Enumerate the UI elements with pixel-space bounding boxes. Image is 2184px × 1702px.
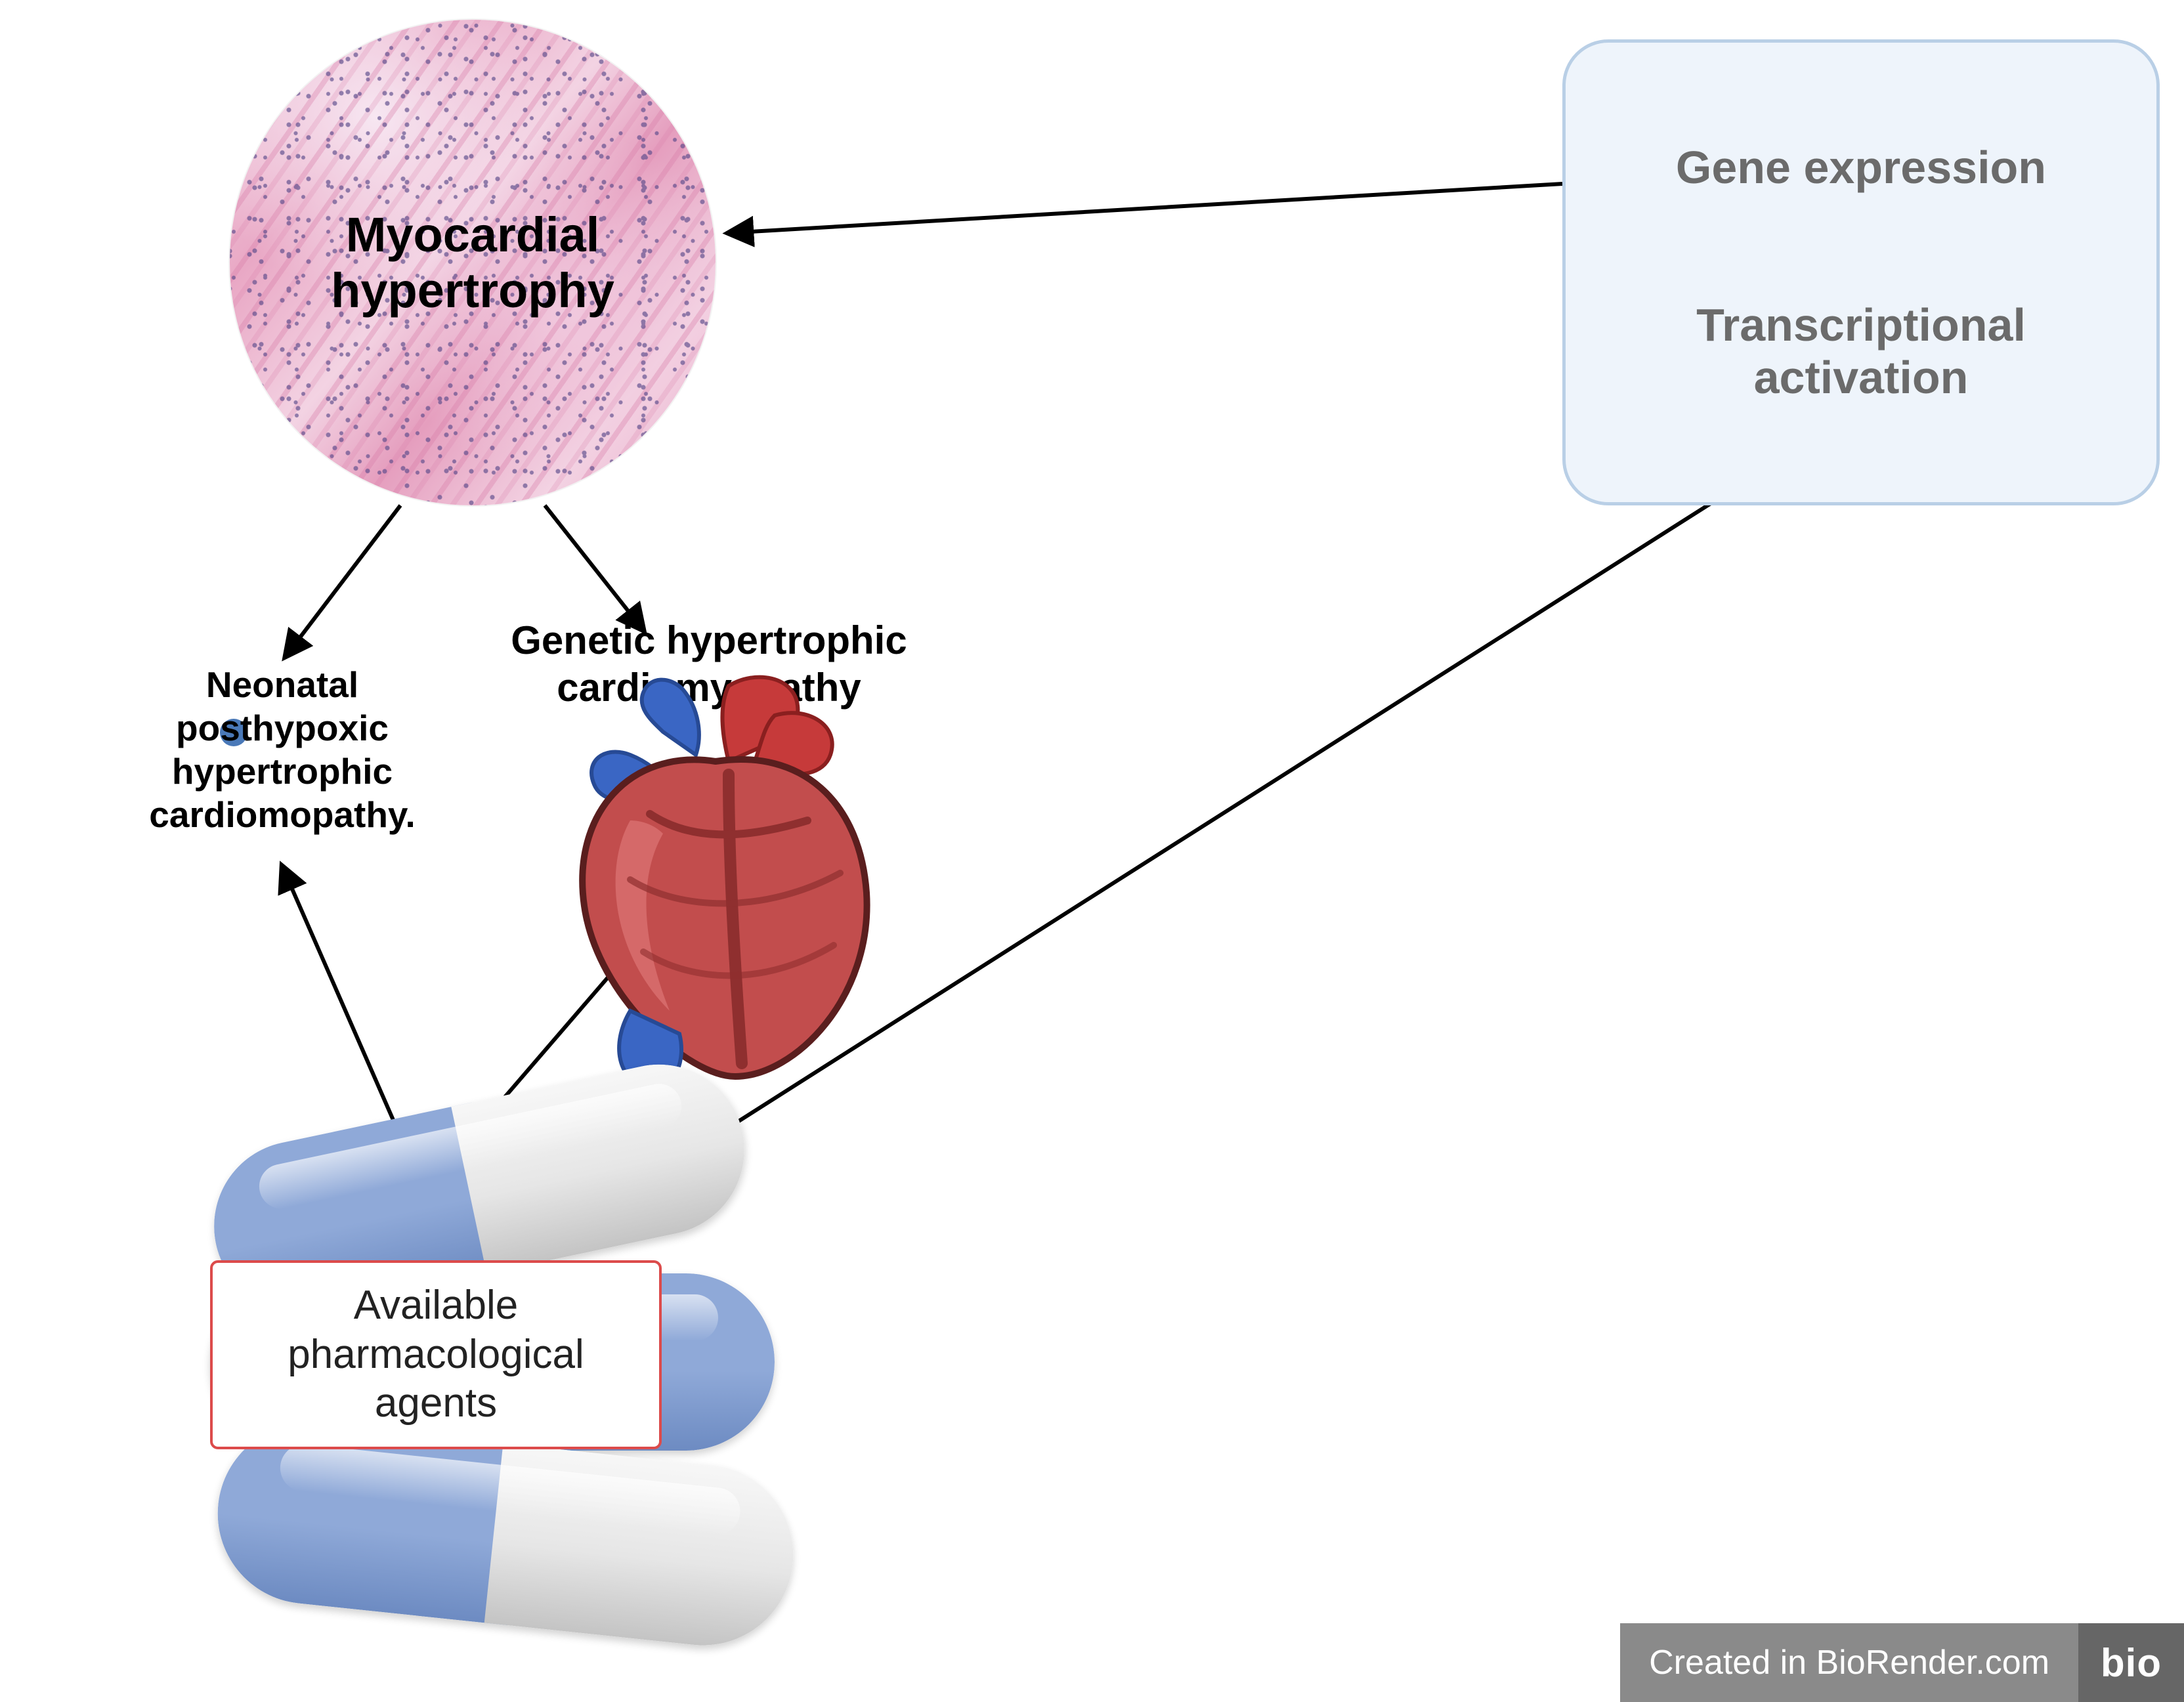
gene-expression-line2: Transcriptional <box>1696 299 2026 351</box>
neonatal-line3: hypertrophic <box>131 750 433 793</box>
tissue-to-genetic <box>545 505 643 630</box>
tissue-label-line2: hypertrophy <box>331 263 614 318</box>
gene-expression-line3: activation <box>1754 351 1969 404</box>
tissue-label: Myocardial hypertrophy <box>331 207 614 318</box>
gene-expression-box: Gene expression Transcriptional activati… <box>1562 39 2160 505</box>
neonatal-label: Neonatal posthypoxic hypertrophic cardio… <box>131 663 433 836</box>
pharma-line1: Available <box>288 1281 584 1330</box>
footer: Created in BioRender.com bio <box>0 1623 2184 1702</box>
pharma-to-neonatal <box>282 866 397 1129</box>
neonatal-line2: posthypoxic <box>131 706 433 750</box>
gene-to-tissue <box>729 184 1562 233</box>
footer-credit: Created in BioRender.com <box>1620 1623 2078 1702</box>
footer-credit-text: Created in BioRender.com <box>1649 1643 2049 1682</box>
tissue-to-neonatal <box>286 505 400 656</box>
biorender-logo: bio <box>2078 1623 2184 1702</box>
pharma-agents-box: Available pharmacological agents <box>210 1260 662 1449</box>
neonatal-line4: cardiomopathy. <box>131 793 433 836</box>
pharma-line2: pharmacological <box>288 1330 584 1379</box>
heart-icon <box>532 670 899 1090</box>
gene-expression-line1: Gene expression <box>1676 141 2046 194</box>
genetic-line1: Genetic hypertrophic <box>473 617 945 664</box>
biorender-logo-text: bio <box>2101 1640 2162 1686</box>
tissue-label-line1: Myocardial <box>331 207 614 263</box>
diagram-canvas: Gene expression Transcriptional activati… <box>0 0 2184 1702</box>
neonatal-line1: Neonatal <box>131 663 433 706</box>
pharma-line3: agents <box>288 1379 584 1428</box>
myocardial-hypertrophy-tissue: Myocardial hypertrophy <box>230 20 716 505</box>
